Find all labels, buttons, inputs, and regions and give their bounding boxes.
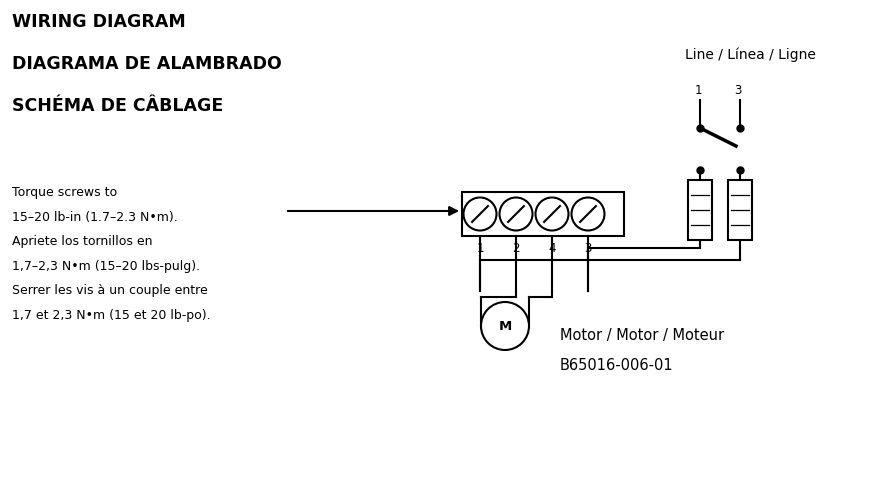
Text: 1: 1 xyxy=(477,242,484,255)
Text: 4: 4 xyxy=(548,242,556,255)
Text: WIRING DIAGRAM: WIRING DIAGRAM xyxy=(12,13,186,31)
Text: 15–20 lb-in (1.7–2.3 N•m).: 15–20 lb-in (1.7–2.3 N•m). xyxy=(12,211,178,224)
Text: 1,7–2,3 N•m (15–20 lbs-pulg).: 1,7–2,3 N•m (15–20 lbs-pulg). xyxy=(12,260,200,273)
Bar xyxy=(728,180,752,240)
Text: B65016-006-01: B65016-006-01 xyxy=(560,358,673,373)
Bar xyxy=(462,192,624,236)
Bar xyxy=(688,180,712,240)
Circle shape xyxy=(463,197,496,230)
Circle shape xyxy=(481,302,529,350)
Text: 1,7 et 2,3 N•m (15 et 20 lb-po).: 1,7 et 2,3 N•m (15 et 20 lb-po). xyxy=(12,309,211,322)
Text: 1: 1 xyxy=(695,84,702,97)
Circle shape xyxy=(571,197,604,230)
Text: 3: 3 xyxy=(734,84,742,97)
Text: Apriete los tornillos en: Apriete los tornillos en xyxy=(12,235,153,248)
Text: Line / Línea / Ligne: Line / Línea / Ligne xyxy=(685,48,815,63)
Text: SCHÉMA DE CÂBLAGE: SCHÉMA DE CÂBLAGE xyxy=(12,97,224,115)
Text: 2: 2 xyxy=(512,242,519,255)
Text: Serrer les vis à un couple entre: Serrer les vis à un couple entre xyxy=(12,284,207,297)
Text: DIAGRAMA DE ALAMBRADO: DIAGRAMA DE ALAMBRADO xyxy=(12,55,282,73)
Text: Motor / Motor / Moteur: Motor / Motor / Moteur xyxy=(560,328,724,343)
Text: M: M xyxy=(498,319,511,333)
Circle shape xyxy=(536,197,569,230)
Text: Torque screws to: Torque screws to xyxy=(12,186,117,199)
Text: 3: 3 xyxy=(585,242,592,255)
Circle shape xyxy=(500,197,533,230)
